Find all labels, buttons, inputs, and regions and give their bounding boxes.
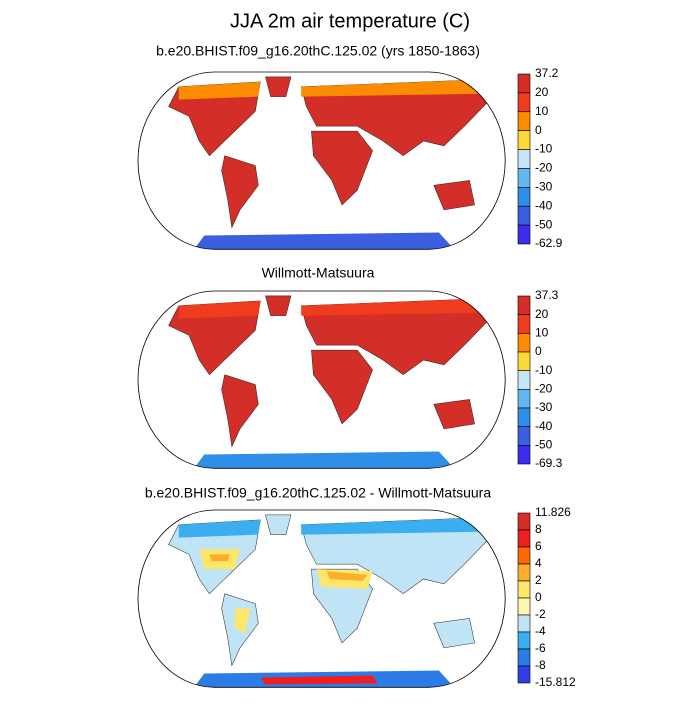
colorbar-box xyxy=(517,314,531,334)
colorbar-label: -4 xyxy=(535,624,546,638)
colorbar-box xyxy=(517,73,531,94)
colorbar-box xyxy=(517,333,531,353)
panel-title: b.e20.BHIST.f09_g16.20thC.125.02 - Willm… xyxy=(145,485,492,501)
colorbar-box xyxy=(517,92,531,113)
colorbar-label: -69.3 xyxy=(535,456,563,470)
colorbar-label: 11.826 xyxy=(535,505,571,519)
panel-title: Willmott-Matsuura xyxy=(262,265,375,281)
colorbar-box xyxy=(517,512,531,531)
colorbar-label: 2 xyxy=(535,573,542,587)
figure-title: JJA 2m air temperature (C) xyxy=(230,10,470,32)
colorbar-box xyxy=(517,546,531,565)
colorbar-box xyxy=(517,149,531,169)
colorbar-box xyxy=(517,648,531,667)
colorbar-label: -8 xyxy=(535,658,546,672)
colorbar-box xyxy=(517,130,531,150)
colorbar-box xyxy=(517,563,531,582)
colorbar-label: 6 xyxy=(535,539,542,553)
colorbar-box xyxy=(517,631,531,650)
colorbar-box xyxy=(517,370,531,390)
colorbar-label: 0 xyxy=(535,590,542,604)
panel-title: b.e20.BHIST.f09_g16.20thC.125.02 (yrs 18… xyxy=(156,43,480,59)
map xyxy=(137,509,506,688)
colorbar-label: 37.3 xyxy=(535,288,559,302)
colorbar-label: 0 xyxy=(535,344,542,358)
colorbar-label: -2 xyxy=(535,607,546,621)
colorbar-label: 4 xyxy=(535,556,542,570)
colorbar-box xyxy=(517,389,531,409)
colorbar-box xyxy=(517,187,531,207)
colorbar-box xyxy=(517,111,531,131)
colorbar-label: -50 xyxy=(535,217,553,231)
colorbar-box xyxy=(517,351,531,371)
colorbar-label: -40 xyxy=(535,198,553,212)
colorbar-box xyxy=(517,529,531,548)
colorbar-box xyxy=(517,205,531,226)
colorbar-box xyxy=(517,426,531,446)
colorbar-box xyxy=(517,224,531,245)
colorbar-label: 8 xyxy=(535,522,542,536)
colorbar-label: 20 xyxy=(535,85,549,99)
colorbar-label: -20 xyxy=(535,382,553,396)
colorbar-box xyxy=(517,168,531,188)
colorbar-label: -62.9 xyxy=(535,236,563,250)
colorbar-label: -15.812 xyxy=(535,675,576,689)
colorbar-label: 37.2 xyxy=(535,66,559,80)
colorbar-box xyxy=(517,614,531,633)
colorbar-box xyxy=(517,407,531,427)
colorbar-label: -30 xyxy=(535,180,553,194)
colorbar-label: -20 xyxy=(535,161,553,175)
colorbar-label: -10 xyxy=(535,142,553,156)
map xyxy=(137,71,506,250)
colorbar-box xyxy=(517,580,531,599)
colorbar-box xyxy=(517,665,531,684)
colorbar-box xyxy=(517,295,531,315)
colorbar-label: 0 xyxy=(535,123,542,137)
colorbar-label: -40 xyxy=(535,419,553,433)
map xyxy=(137,290,506,469)
colorbar-label: -6 xyxy=(535,641,546,655)
colorbar-box xyxy=(517,445,531,465)
colorbar-label: -30 xyxy=(535,400,553,414)
colorbar-label: 20 xyxy=(535,307,549,321)
colorbar-box xyxy=(517,597,531,616)
colorbar-label: 10 xyxy=(535,326,549,340)
colorbar-label: 10 xyxy=(535,104,549,118)
colorbar-label: -50 xyxy=(535,438,553,452)
colorbar-label: -10 xyxy=(535,363,553,377)
